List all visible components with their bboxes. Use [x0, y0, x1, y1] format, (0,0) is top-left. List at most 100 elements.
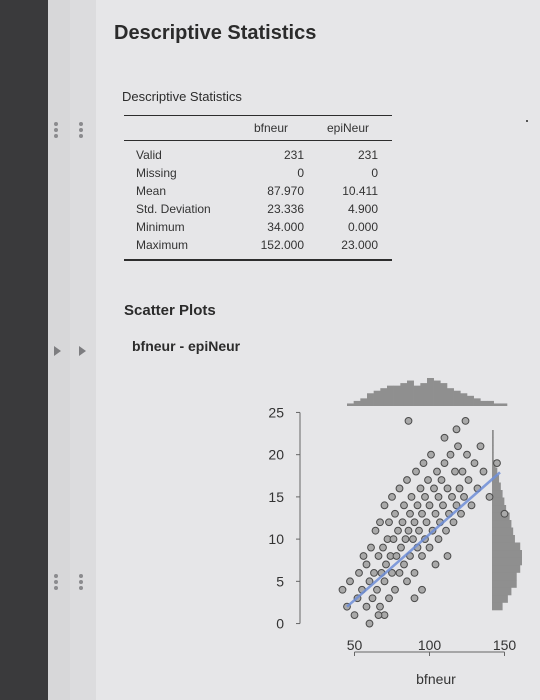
histogram-bar: [407, 380, 414, 406]
data-point: [370, 568, 378, 577]
histogram-bar: [373, 390, 381, 406]
data-point: [410, 568, 419, 577]
histogram-bar: [387, 385, 394, 406]
data-point: [395, 568, 404, 577]
data-point: [385, 518, 393, 527]
y-tick-label: 20: [268, 447, 284, 463]
cell-epineur: 231: [357, 148, 378, 162]
data-point: [401, 535, 410, 544]
y-tick-label: 15: [268, 489, 284, 505]
histogram-bar: [420, 383, 428, 406]
data-point: [479, 467, 488, 476]
data-point: [427, 450, 435, 459]
data-point: [362, 560, 371, 569]
data-point: [419, 459, 428, 468]
data-point: [463, 450, 471, 459]
data-point: [448, 492, 456, 501]
data-point: [373, 585, 381, 594]
data-point: [454, 442, 462, 451]
histogram-bar: [360, 398, 368, 406]
data-point: [407, 492, 416, 501]
data-point: [446, 450, 455, 459]
data-point: [434, 535, 443, 544]
data-point: [391, 585, 399, 594]
stray-mark: [526, 120, 528, 122]
column-header-epineur: epiNeur: [327, 121, 370, 135]
histogram-bar: [492, 535, 515, 543]
y-tick-label: 25: [268, 404, 284, 420]
row-label: Mean: [136, 184, 167, 198]
histogram-bar: [492, 542, 521, 551]
grip-dots-icon[interactable]: [79, 120, 89, 140]
section-title: Scatter Plots: [124, 302, 216, 319]
grip-dots-icon[interactable]: [54, 120, 64, 140]
row-label: Std. Deviation: [136, 202, 211, 216]
data-point: [452, 501, 461, 510]
table-row: Mean 87.970 10.411: [124, 182, 392, 200]
page-title: Descriptive Statistics: [114, 22, 317, 44]
data-point: [431, 560, 440, 569]
grip-dots-icon[interactable]: [54, 572, 64, 592]
histogram-bar: [492, 565, 521, 573]
table-header: bfneur epiNeur: [124, 115, 392, 141]
data-point: [398, 518, 407, 527]
histogram-bar: [380, 388, 388, 406]
data-point: [467, 501, 476, 510]
table-row: Std. Deviation 23.336 4.900: [124, 200, 392, 218]
data-point: [400, 560, 408, 569]
cell-epineur: 0.000: [347, 220, 378, 234]
histogram-bar: [487, 400, 494, 406]
row-label: Missing: [136, 166, 177, 180]
data-point: [439, 501, 447, 510]
data-point: [425, 501, 434, 510]
data-point: [410, 594, 419, 603]
expand-arrow-icon[interactable]: [79, 346, 86, 356]
data-point: [404, 526, 413, 535]
histogram-bar: [500, 403, 508, 406]
histogram-bar: [492, 430, 494, 438]
data-point: [388, 492, 396, 501]
table-row: Minimum 34.000 0.000: [124, 218, 392, 236]
table-row: Missing 0 0: [124, 164, 392, 182]
data-point: [391, 509, 399, 518]
data-point: [458, 467, 467, 476]
data-point: [421, 492, 429, 501]
data-point: [406, 509, 414, 518]
data-point: [385, 594, 393, 603]
data-point: [394, 526, 402, 535]
histogram-bar: [492, 445, 494, 453]
histogram-bar: [460, 393, 468, 406]
histogram-bar: [492, 512, 510, 521]
data-point: [418, 552, 426, 560]
cell-bfneur: 0: [297, 166, 304, 180]
table-caption: Descriptive Statistics: [122, 89, 242, 104]
histogram-bar: [492, 587, 512, 596]
cell-bfneur: 231: [283, 148, 304, 162]
cell-bfneur: 152.000: [260, 238, 304, 252]
histogram-bar: [453, 390, 461, 406]
data-point: [476, 442, 485, 451]
side-panel-right: [70, 0, 97, 700]
data-point: [416, 484, 425, 493]
data-point: [376, 518, 384, 527]
table-bottom-rule: [124, 259, 392, 261]
x-axis-label: bfneur: [416, 671, 456, 687]
histogram-bar: [433, 380, 441, 406]
histogram-bar: [492, 497, 505, 506]
data-point: [493, 459, 501, 468]
data-point: [355, 568, 363, 577]
data-point: [374, 552, 383, 560]
data-point: [367, 543, 375, 552]
data-point: [380, 501, 389, 510]
data-point: [418, 585, 426, 594]
data-point: [382, 560, 390, 569]
data-point: [452, 425, 461, 434]
data-point: [430, 484, 438, 493]
data-point: [422, 518, 431, 527]
row-label: Minimum: [136, 220, 185, 234]
grip-dots-icon[interactable]: [79, 572, 89, 592]
data-point: [365, 577, 374, 586]
histogram-bar: [492, 527, 514, 536]
expand-arrow-icon[interactable]: [54, 346, 61, 356]
